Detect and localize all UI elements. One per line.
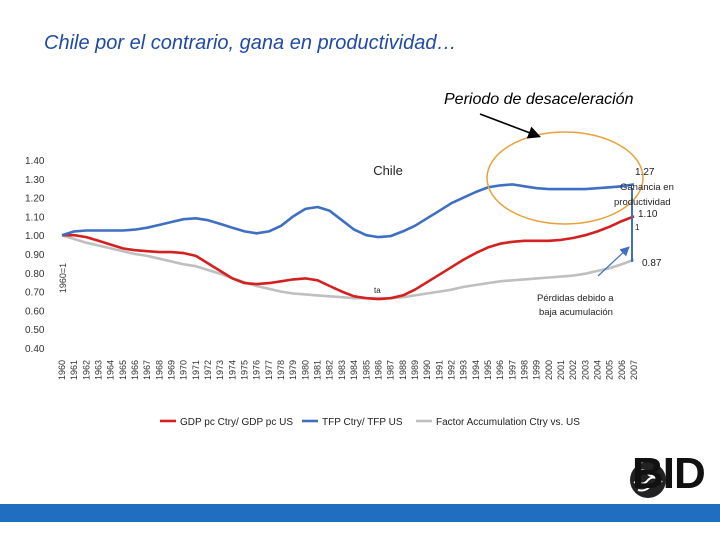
x-tick-label: 1975: [240, 360, 250, 380]
x-tick-label: 2007: [629, 360, 639, 380]
x-tick-label: 2005: [605, 360, 615, 380]
annotation-small-mid: ta: [374, 286, 381, 295]
y-tick-label: 1.00: [25, 231, 45, 242]
x-tick-label: 1993: [459, 360, 469, 380]
y-tick-label: 0.60: [25, 306, 45, 317]
y-tick-label: 0.40: [25, 344, 45, 355]
x-tick-label: 1972: [203, 360, 213, 380]
legend: GDP pc Ctry/ GDP pc US TFP Ctry/ TFP US Fa…: [160, 417, 580, 428]
x-tick-label: 1990: [422, 360, 432, 380]
series-line-0: [62, 215, 635, 301]
bid-logo-text: BID: [632, 449, 706, 498]
x-tick-label: 2006: [617, 360, 627, 380]
x-tick-label: 1970: [179, 360, 189, 380]
annotation-loss-line1: Pérdidas debido a: [537, 293, 614, 304]
x-tick-label: 1997: [507, 360, 517, 380]
y-tick-label: 1.30: [25, 175, 45, 186]
period-label: Periodo de desaceleración: [444, 91, 634, 108]
x-tick-label: 1989: [410, 360, 420, 380]
x-tick-label: 1982: [325, 360, 335, 380]
x-tick-label: 1967: [142, 360, 152, 380]
x-tick-label: 1960: [57, 360, 67, 380]
x-tick-label: 1964: [106, 360, 116, 380]
period-arrow: [479, 113, 541, 139]
annotation-small-1: 1: [635, 223, 640, 232]
annotation-value-gdp: 1.10: [638, 209, 658, 220]
y-tick-label: 0.90: [25, 250, 45, 261]
x-axis-ticks: 1960 1961 1962 1963 1964 1965 1966 1967 1968 1969…: [57, 360, 639, 380]
x-tick-label: 1992: [446, 360, 456, 380]
x-tick-label: 1971: [191, 360, 201, 380]
x-tick-label: 2004: [592, 360, 602, 380]
series-line-1: [61, 183, 635, 239]
x-tick-label: 1988: [398, 360, 408, 380]
x-tick-label: 1977: [264, 360, 274, 380]
x-tick-label: 1973: [215, 360, 225, 380]
x-tick-label: 1986: [373, 360, 383, 380]
chart: 0.40 0.50 0.60 0.70 0.80 0.90 1.00 1.10 1.20 1.30…: [25, 113, 674, 428]
chart-title: Chile: [373, 163, 403, 178]
y-tick-label: 0.70: [25, 288, 45, 299]
x-tick-label: 1978: [276, 360, 286, 380]
x-tick-label: 1991: [434, 360, 444, 380]
legend-label: Factor Accumulation Ctry vs. US: [436, 417, 580, 428]
x-tick-label: 1981: [313, 360, 323, 380]
annotation-value-tfp: 1.27: [635, 167, 655, 178]
x-tick-label: 2003: [580, 360, 590, 380]
y-axis-ticks: 0.40 0.50 0.60 0.70 0.80 0.90 1.00 1.10 1.20 1.30…: [25, 156, 45, 355]
x-tick-label: 2002: [568, 360, 578, 380]
x-tick-label: 1983: [337, 360, 347, 380]
x-tick-label: 1965: [118, 360, 128, 380]
x-tick-label: 1987: [386, 360, 396, 380]
x-tick-label: 1969: [167, 360, 177, 380]
highlight-ellipse: [486, 131, 644, 225]
y-tick-label: 0.80: [25, 269, 45, 280]
x-tick-label: 1999: [532, 360, 542, 380]
x-tick-label: 1968: [154, 360, 164, 380]
x-tick-label: 1980: [300, 360, 310, 380]
x-tick-label: 1962: [81, 360, 91, 380]
bid-globe-icon: [630, 462, 666, 498]
series-lines: [61, 183, 635, 301]
legend-label: GDP pc Ctry/ GDP pc US: [180, 417, 293, 428]
annotation-value-factor: 0.87: [642, 258, 662, 269]
x-tick-label: 1961: [69, 360, 79, 380]
annotation-loss-line2: baja acumulación: [539, 307, 613, 318]
legend-label: TFP Ctry/ TFP US: [322, 417, 403, 428]
x-tick-label: 2001: [556, 360, 566, 380]
x-tick-label: 2000: [544, 360, 554, 380]
x-tick-label: 1995: [483, 360, 493, 380]
x-tick-label: 1994: [471, 360, 481, 380]
loss-arrow: [597, 246, 630, 277]
y-tick-label: 1.40: [25, 156, 45, 167]
x-tick-label: 1985: [361, 360, 371, 380]
y-tick-label: 1.20: [25, 194, 45, 205]
annotation-gain-line2: productividad: [614, 197, 671, 208]
x-tick-label: 1998: [519, 360, 529, 380]
x-tick-label: 1976: [252, 360, 262, 380]
y-tick-label: 0.50: [25, 325, 45, 336]
annotation-gain-line1: Ganancia en: [620, 182, 674, 193]
footer-bar: [0, 504, 720, 522]
x-tick-label: 1979: [288, 360, 298, 380]
x-tick-label: 1996: [495, 360, 505, 380]
x-tick-label: 1984: [349, 360, 359, 380]
x-tick-label: 1966: [130, 360, 140, 380]
x-tick-label: 1963: [94, 360, 104, 380]
slide-title: Chile por el contrario, gana en producti…: [44, 32, 457, 54]
x-tick-label: 1974: [227, 360, 237, 380]
y-axis-label: 1960=1: [58, 263, 68, 293]
series-line-2: [61, 233, 635, 300]
y-tick-label: 1.10: [25, 212, 45, 223]
